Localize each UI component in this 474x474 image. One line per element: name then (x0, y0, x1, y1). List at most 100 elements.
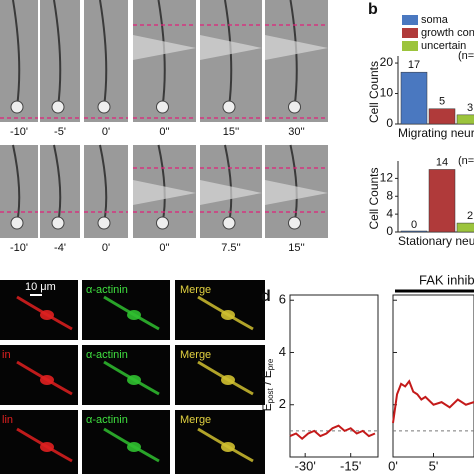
cell-body (221, 375, 235, 385)
neuron (289, 0, 298, 108)
pipette (200, 180, 262, 205)
pipette (200, 35, 262, 60)
mean-line (392, 379, 474, 424)
cell-body (40, 375, 54, 385)
mean-line (289, 424, 376, 441)
scale-bar-label: 10 μm (25, 281, 56, 293)
cell-body (127, 375, 141, 385)
annotation: (n= (458, 50, 474, 62)
neuron (12, 0, 21, 108)
neuron (157, 0, 166, 108)
annotation: (n= (458, 155, 474, 167)
actinin-label: α-actinin (86, 284, 128, 296)
x-tick-label: -30' (295, 458, 316, 473)
stain-label: lin (2, 414, 13, 426)
merge-label: Merge (180, 349, 211, 361)
y-label-part: / E (260, 370, 274, 388)
soma (10, 216, 24, 230)
bar (456, 114, 474, 125)
y-label-part: post (266, 387, 275, 403)
legend-label: growth cone (421, 27, 474, 39)
x-tick-label: -15' (340, 458, 361, 473)
pipette (265, 180, 328, 205)
cell-body (40, 442, 54, 452)
neuron (53, 0, 62, 108)
value-label: 2 (467, 210, 473, 222)
value-label: 3 (467, 102, 473, 114)
plot-frame (392, 294, 474, 458)
time-label: 0' (102, 126, 110, 138)
soma (97, 216, 111, 230)
x-tick-label: 5' (429, 458, 439, 473)
soma (51, 216, 65, 230)
time-label: 30'' (288, 126, 304, 138)
soma (222, 216, 236, 230)
y-tick-label: 0 (386, 224, 393, 238)
y-label-part: E (260, 403, 274, 411)
y-tick-label: 4 (386, 206, 393, 220)
time-label: -10' (10, 126, 28, 138)
bar (428, 108, 456, 125)
time-label: 15'' (288, 242, 304, 254)
soma (51, 100, 65, 114)
time-label: 15'' (223, 126, 239, 138)
y-tick-label: 6 (279, 292, 286, 307)
value-label: 0 (411, 219, 417, 231)
pipette (133, 35, 196, 60)
y-label: Cell Counts (367, 61, 381, 123)
time-label: 0' (102, 242, 110, 254)
legend-swatch (402, 41, 418, 51)
chart-title: FAK inhibitor (419, 272, 474, 287)
y-tick-label: 10 (380, 86, 394, 100)
time-label: -4' (54, 242, 66, 254)
bar (400, 71, 428, 125)
value-label: 14 (436, 156, 448, 168)
bar (428, 169, 456, 233)
time-label: 0'' (159, 242, 169, 254)
bar (400, 230, 428, 233)
time-label: -5' (54, 126, 66, 138)
soma (222, 100, 236, 114)
time-label: 0'' (159, 126, 169, 138)
soma (156, 216, 169, 230)
panel-letter: b (368, 1, 378, 18)
panel-letter: d (261, 288, 271, 305)
plot-frame (289, 294, 379, 458)
pipette (265, 35, 328, 60)
cell-body (127, 442, 141, 452)
actinin-label: α-actinin (86, 349, 128, 361)
y-label-part: pre (266, 358, 275, 370)
pipette (133, 180, 196, 205)
merge-label: Merge (180, 414, 211, 426)
soma (288, 216, 301, 230)
legend-swatch (402, 15, 418, 25)
value-label: 17 (408, 59, 420, 71)
cell-body (127, 310, 141, 320)
y-tick-label: 12 (380, 171, 394, 185)
value-label: 5 (439, 96, 445, 108)
time-label: 7.5'' (221, 242, 241, 254)
y-label: Epost / Epre (260, 358, 275, 411)
neuron (224, 0, 233, 108)
merge-label: Merge (180, 284, 211, 296)
y-tick-label: 4 (279, 344, 286, 359)
y-tick-label: 8 (386, 188, 393, 202)
y-label: Cell Counts (367, 167, 381, 229)
time-label: -10' (10, 242, 28, 254)
soma (288, 100, 301, 114)
bar (456, 222, 474, 233)
soma (97, 100, 111, 114)
soma (10, 100, 24, 114)
x-label: Stationary neurons (398, 234, 474, 248)
legend-label: soma (421, 14, 449, 26)
neuron (99, 0, 108, 108)
cell-body (40, 310, 54, 320)
cell-body (221, 310, 235, 320)
legend-label: uncertain (421, 40, 466, 52)
x-tick-label: 0' (388, 458, 398, 473)
legend-swatch (402, 28, 418, 38)
x-label: Migrating neurons (398, 126, 474, 140)
y-tick-label: 0 (386, 116, 393, 130)
